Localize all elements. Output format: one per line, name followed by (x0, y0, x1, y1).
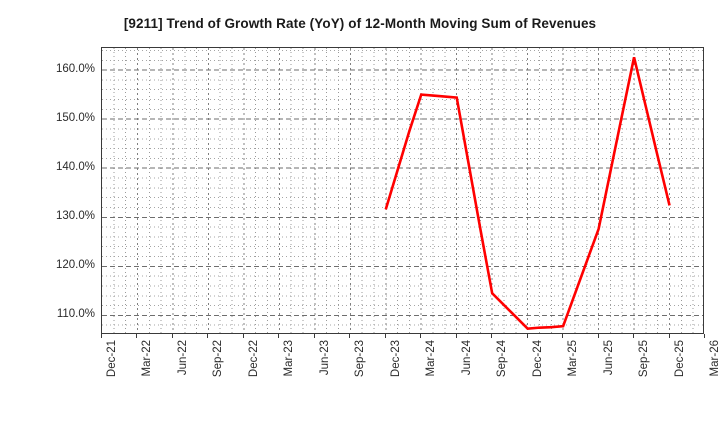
y-axis-tick-label: 140.0% (55, 161, 95, 174)
x-axis-tick-mark (384, 334, 386, 338)
x-axis-tick-mark (313, 334, 315, 338)
x-axis-tick-mark (526, 334, 528, 338)
chart-title: [9211] Trend of Growth Rate (YoY) of 12-… (123, 16, 597, 31)
grid-lines (102, 48, 703, 333)
x-axis-tick-label: Dec-24 (531, 340, 544, 378)
x-axis-tick-mark (668, 334, 670, 338)
x-axis-tick-label: Sep-22 (212, 340, 225, 378)
x-axis-tick-mark (704, 334, 705, 338)
plot-area (101, 47, 704, 334)
y-axis-tick-label: 110.0% (56, 308, 95, 321)
x-axis-tick-label: Jun-24 (460, 340, 473, 376)
x-axis-tick-label: Jun-25 (602, 340, 615, 376)
data-series-line (384, 57, 671, 330)
x-axis-tick-mark (171, 334, 173, 338)
x-axis-tick-label: Jun-22 (176, 340, 189, 376)
x-axis-tick-mark (633, 334, 635, 338)
x-axis-tick-mark (349, 334, 351, 338)
y-axis: 110.0% 120.0% 130.0% 140.0% 150.0% 160.0% (0, 47, 95, 334)
x-axis-tick-label: Dec-21 (106, 340, 118, 378)
x-axis-tick-label: Mar-25 (567, 340, 580, 377)
x-axis-tick-mark (562, 334, 564, 338)
x-axis-tick-label: Mar-24 (425, 340, 438, 377)
x-axis-tick-mark (101, 334, 102, 338)
x-axis-tick-label: Sep-24 (496, 340, 509, 378)
x-axis-tick-label: Sep-23 (354, 340, 367, 378)
x-axis-tick-mark (136, 334, 138, 338)
x-axis-tick-label: Mar-26 (709, 340, 720, 377)
x-axis-tick-label: Dec-23 (389, 340, 402, 378)
y-axis-tick-label: 120.0% (55, 259, 95, 272)
x-axis: Dec-21 Mar-22 Jun-22 Sep-22 Dec-22 Mar-23 Jun-… (101, 334, 720, 434)
x-axis-tick-label: Dec-25 (673, 340, 686, 378)
y-axis-tick-label: 130.0% (55, 210, 95, 223)
x-axis-tick-mark (207, 334, 209, 338)
x-axis-tick-mark (491, 334, 493, 338)
x-axis-tick-mark (420, 334, 422, 338)
x-axis-tick-mark (597, 334, 599, 338)
x-axis-tick-mark (242, 334, 244, 338)
x-axis-tick-label: Dec-22 (247, 340, 260, 378)
y-axis-tick-label: 150.0% (55, 112, 95, 125)
y-axis-tick-label: 160.0% (55, 63, 95, 76)
x-axis-tick-label: Jun-23 (318, 340, 331, 376)
x-axis-tick-label: Mar-22 (141, 340, 154, 377)
x-axis-tick-label: Sep-25 (638, 340, 651, 378)
x-axis-tick-mark (278, 334, 280, 338)
x-axis-tick-label: Mar-23 (283, 340, 296, 377)
x-axis-tick-mark (455, 334, 457, 338)
